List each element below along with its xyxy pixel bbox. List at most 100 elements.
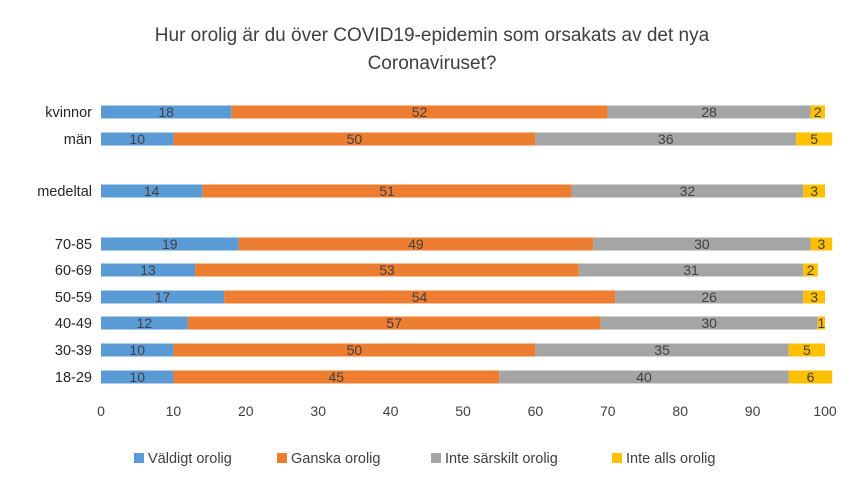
bar-medeltal-inte-alls-orolig xyxy=(803,184,825,198)
bar-40-49-inte-alls-orolig xyxy=(817,316,825,330)
category-label-70-85: 70-85 xyxy=(55,237,92,253)
category-label-18-29: 18-29 xyxy=(55,370,92,386)
category-label-60-69: 60-69 xyxy=(55,263,92,279)
legend-label-ganska-orolig: Ganska orolig xyxy=(291,451,380,467)
bar-60-69-inte-s-rskilt-orolig xyxy=(578,263,804,277)
data-label-m-n-v-ldigt-orolig: 10 xyxy=(129,131,145,147)
category-labels: kvinnor män medeltal 70-85 60-69 50-59 40-49 30… xyxy=(37,105,92,386)
legend-label-inte-alls-orolig: Inte alls orolig xyxy=(626,451,715,467)
x-tick-label-80: 80 xyxy=(672,403,688,419)
data-label-60-69-inte-s-rskilt-orolig: 31 xyxy=(683,262,699,278)
data-label-30-39-ganska-orolig: 50 xyxy=(347,342,363,358)
data-label-50-59-ganska-orolig: 54 xyxy=(412,289,428,305)
data-label-18-29-v-ldigt-orolig: 10 xyxy=(129,369,145,385)
bar-m-n-v-ldigt-orolig xyxy=(101,132,174,146)
bars-layer: 18 52 28 210 50 36 514 51 32 319 49 30 313 53 31 217 54 2… xyxy=(101,104,833,385)
x-tick-label-70: 70 xyxy=(600,403,616,419)
bar-70-85-ganska-orolig xyxy=(238,237,594,251)
data-label-50-59-inte-s-rskilt-orolig: 26 xyxy=(701,289,717,305)
bar-kvinnor-ganska-orolig xyxy=(231,105,608,119)
data-label-30-39-v-ldigt-orolig: 10 xyxy=(129,342,145,358)
data-label-40-49-inte-alls-orolig: 1 xyxy=(817,315,825,331)
x-tick-label-90: 90 xyxy=(745,403,761,419)
data-label-70-85-v-ldigt-orolig: 19 xyxy=(162,236,178,252)
data-label-70-85-ganska-orolig: 49 xyxy=(408,236,424,252)
data-label-40-49-inte-s-rskilt-orolig: 30 xyxy=(701,315,717,331)
data-label-kvinnor-inte-alls-orolig: 2 xyxy=(814,104,822,120)
legend-swatch-inte-s-rskilt-orolig xyxy=(431,453,441,463)
bar-m-n-ganska-orolig xyxy=(173,132,536,146)
bar-m-n-inte-alls-orolig xyxy=(796,132,833,146)
x-tick-label-30: 30 xyxy=(310,403,326,419)
bar-40-49-ganska-orolig xyxy=(187,316,601,330)
legend-swatch-v-ldigt-orolig xyxy=(134,453,144,463)
bar-30-39-v-ldigt-orolig xyxy=(101,343,174,357)
bar-40-49-v-ldigt-orolig xyxy=(101,316,188,330)
bar-30-39-inte-alls-orolig xyxy=(788,343,825,357)
data-label-kvinnor-ganska-orolig: 52 xyxy=(412,104,428,120)
x-tick-label-40: 40 xyxy=(383,403,399,419)
bar-18-29-inte-alls-orolig xyxy=(788,370,833,384)
bar-medeltal-ganska-orolig xyxy=(202,184,572,198)
data-label-30-39-inte-alls-orolig: 5 xyxy=(803,342,811,358)
bar-60-69-inte-alls-orolig xyxy=(803,263,818,277)
data-label-kvinnor-inte-s-rskilt-orolig: 28 xyxy=(701,104,717,120)
x-tick-label-0: 0 xyxy=(97,403,105,419)
category-label-m-n: män xyxy=(64,132,92,148)
legend-label-v-ldigt-orolig: Väldigt orolig xyxy=(148,451,232,467)
data-label-medeltal-v-ldigt-orolig: 14 xyxy=(144,183,160,199)
category-label-50-59: 50-59 xyxy=(55,290,92,306)
data-label-kvinnor-v-ldigt-orolig: 18 xyxy=(158,104,174,120)
data-label-70-85-inte-s-rskilt-orolig: 30 xyxy=(694,236,710,252)
bar-medeltal-v-ldigt-orolig xyxy=(101,184,203,198)
data-label-70-85-inte-alls-orolig: 3 xyxy=(817,236,825,252)
bar-70-85-inte-s-rskilt-orolig xyxy=(593,237,811,251)
x-tick-label-20: 20 xyxy=(238,403,254,419)
bar-60-69-ganska-orolig xyxy=(195,263,579,277)
data-label-m-n-inte-alls-orolig: 5 xyxy=(810,131,818,147)
chart-title-line-2: Coronaviruset? xyxy=(368,53,497,74)
bar-50-59-inte-s-rskilt-orolig xyxy=(615,290,804,304)
data-label-40-49-v-ldigt-orolig: 12 xyxy=(137,315,153,331)
data-label-50-59-inte-alls-orolig: 3 xyxy=(810,289,818,305)
bar-70-85-inte-alls-orolig xyxy=(810,237,833,251)
data-label-medeltal-inte-s-rskilt-orolig: 32 xyxy=(680,183,696,199)
category-label-medeltal: medeltal xyxy=(37,184,92,200)
bar-18-29-ganska-orolig xyxy=(173,370,500,384)
x-tick-label-60: 60 xyxy=(528,403,544,419)
bar-kvinnor-v-ldigt-orolig xyxy=(101,105,232,119)
data-label-60-69-ganska-orolig: 53 xyxy=(379,262,395,278)
bar-kvinnor-inte-s-rskilt-orolig xyxy=(607,105,811,119)
bar-50-59-v-ldigt-orolig xyxy=(101,290,225,304)
legend: Väldigt orolig Ganska orolig Inte särskilt… xyxy=(134,451,715,467)
data-label-18-29-inte-alls-orolig: 6 xyxy=(807,369,815,385)
data-label-40-49-ganska-orolig: 57 xyxy=(386,315,402,331)
data-label-30-39-inte-s-rskilt-orolig: 35 xyxy=(654,342,670,358)
bar-30-39-inte-s-rskilt-orolig xyxy=(535,343,789,357)
bar-m-n-inte-s-rskilt-orolig xyxy=(535,132,797,146)
legend-swatch-ganska-orolig xyxy=(277,453,287,463)
x-tick-label-10: 10 xyxy=(166,403,182,419)
bar-50-59-ganska-orolig xyxy=(224,290,616,304)
bar-40-49-inte-s-rskilt-orolig xyxy=(600,316,818,330)
x-tick-label-100: 100 xyxy=(813,403,837,419)
bar-medeltal-inte-s-rskilt-orolig xyxy=(571,184,804,198)
category-label-kvinnor: kvinnor xyxy=(45,105,92,121)
bar-18-29-inte-s-rskilt-orolig xyxy=(499,370,789,384)
data-label-50-59-v-ldigt-orolig: 17 xyxy=(155,289,171,305)
x-tick-label-50: 50 xyxy=(455,403,471,419)
legend-label-inte-s-rskilt-orolig: Inte särskilt orolig xyxy=(445,451,558,467)
bar-50-59-inte-alls-orolig xyxy=(803,290,825,304)
data-label-60-69-inte-alls-orolig: 2 xyxy=(807,262,815,278)
data-label-m-n-ganska-orolig: 50 xyxy=(347,131,363,147)
category-label-30-39: 30-39 xyxy=(55,343,92,359)
data-label-18-29-inte-s-rskilt-orolig: 40 xyxy=(636,369,652,385)
x-axis: 0 10 20 30 40 50 60 70 80 90 100 xyxy=(97,403,837,419)
bar-60-69-v-ldigt-orolig xyxy=(101,263,196,277)
data-label-18-29-ganska-orolig: 45 xyxy=(329,369,345,385)
data-label-60-69-v-ldigt-orolig: 13 xyxy=(140,262,156,278)
data-label-m-n-inte-s-rskilt-orolig: 36 xyxy=(658,131,674,147)
bar-30-39-ganska-orolig xyxy=(173,343,536,357)
